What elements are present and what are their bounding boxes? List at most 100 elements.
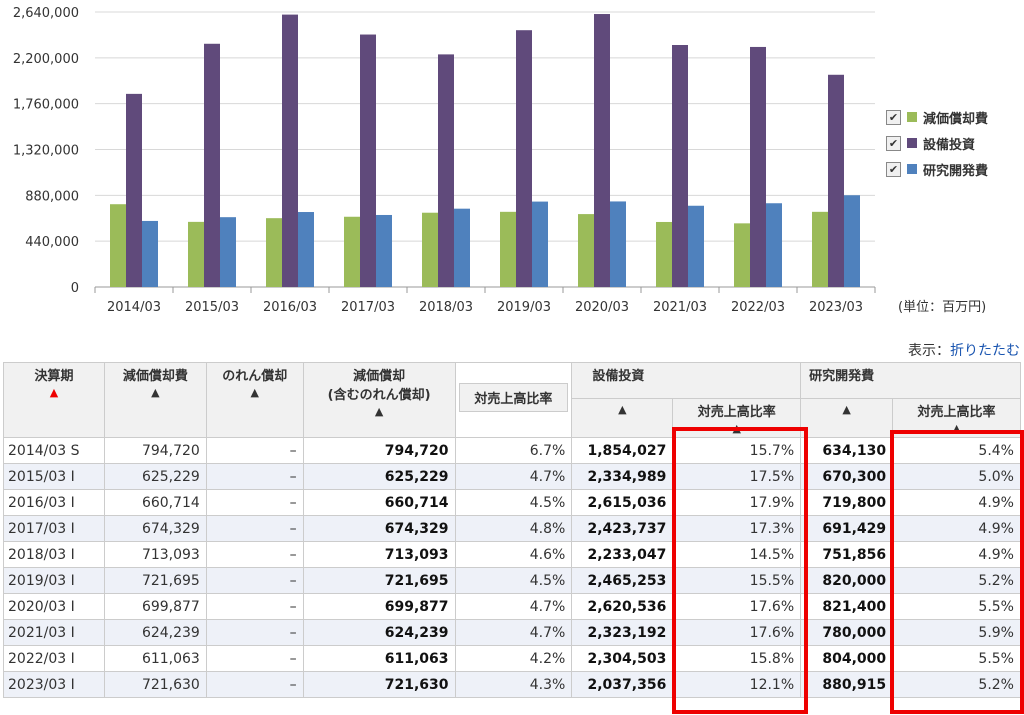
cell-goodwill: – bbox=[205, 619, 304, 646]
checkbox-icon[interactable]: ✔ bbox=[886, 135, 901, 151]
bar-depreciation bbox=[734, 223, 750, 287]
cell-dep-incl: 660,714 bbox=[302, 489, 456, 516]
checkbox-icon[interactable]: ✔ bbox=[886, 161, 901, 177]
header-capex-group: 設備投資 bbox=[571, 362, 802, 399]
bar-capex bbox=[516, 30, 532, 287]
bar-depreciation bbox=[110, 204, 126, 287]
header-capex-arrow[interactable]: ▲ bbox=[571, 398, 674, 438]
cell-capex-ratio: 17.6% bbox=[672, 593, 802, 620]
cell-dep-incl: 713,093 bbox=[302, 541, 456, 568]
sort-icon[interactable]: ▲ bbox=[151, 386, 160, 399]
header-goodwill[interactable]: のれん償却 ▲ bbox=[205, 362, 304, 438]
cell-dep-incl: 625,229 bbox=[302, 463, 456, 490]
collapse-link[interactable]: 折りたたむ bbox=[950, 343, 1020, 359]
cell-goodwill: – bbox=[205, 489, 304, 516]
cell-goodwill: – bbox=[205, 671, 304, 698]
cell-rnd-ratio: 4.9% bbox=[892, 515, 1021, 542]
bar-depreciation bbox=[344, 216, 360, 287]
cell-rnd: 719,800 bbox=[800, 489, 894, 516]
table-row: 2023/03 I 721,630–721,630 4.3% 2,037,356 12.… bbox=[3, 671, 1021, 698]
sort-icon[interactable]: ▲ bbox=[842, 403, 851, 416]
sort-asc-icon[interactable]: ▲ bbox=[49, 386, 59, 399]
bar-depreciation bbox=[266, 218, 282, 287]
bar-depreciation bbox=[500, 211, 516, 287]
bar-depreciation bbox=[578, 214, 594, 287]
legend-item-rnd[interactable]: ✔ 研究開発費 bbox=[886, 156, 988, 182]
legend-item-depreciation[interactable]: ✔ 減価償却費 bbox=[886, 104, 988, 130]
cell-dep-incl: 721,695 bbox=[302, 567, 456, 594]
cell-rnd: 804,000 bbox=[800, 645, 894, 672]
cell-capex: 2,323,192 bbox=[571, 619, 674, 646]
x-tick-label: 2019/03 bbox=[497, 300, 551, 315]
cell-rnd-ratio: 5.0% bbox=[892, 463, 1021, 490]
header-period[interactable]: 決算期 ▲ bbox=[3, 362, 105, 438]
table-row: 2014/03 S 794,720–794,720 6.7% 1,854,027 15.… bbox=[3, 437, 1021, 464]
x-tick-label: 2016/03 bbox=[263, 300, 317, 315]
table-row: 2021/03 I 624,239–624,239 4.7% 2,323,192 17.… bbox=[3, 619, 1021, 646]
cell-capex-ratio: 17.5% bbox=[672, 463, 802, 490]
cell-rnd: 751,856 bbox=[800, 541, 894, 568]
header-capex[interactable]: 設備投資 bbox=[592, 369, 645, 384]
y-tick-label: 0 bbox=[71, 281, 79, 296]
cell-goodwill: – bbox=[205, 593, 304, 620]
x-tick-label: 2022/03 bbox=[731, 300, 785, 315]
cell-dep-ratio: 4.2% bbox=[454, 645, 573, 672]
cell-dep-ratio: 6.7% bbox=[454, 437, 573, 464]
dep-ratio-label: 対売上高比率 bbox=[458, 383, 569, 412]
legend-label: 減価償却費 bbox=[923, 111, 989, 127]
cell-dep-ratio: 4.7% bbox=[454, 593, 573, 620]
cell-dep: 721,630 bbox=[103, 671, 207, 698]
cell-period: 2019/03 I bbox=[3, 567, 105, 594]
cell-dep: 625,229 bbox=[103, 463, 207, 490]
bar-capex bbox=[360, 34, 376, 287]
cell-capex: 2,615,036 bbox=[571, 489, 674, 516]
checkbox-icon[interactable]: ✔ bbox=[886, 109, 901, 125]
y-tick-label: 2,200,000 bbox=[13, 52, 79, 67]
cell-dep: 674,329 bbox=[103, 515, 207, 542]
cell-period: 2017/03 I bbox=[3, 515, 105, 542]
cell-period: 2015/03 I bbox=[3, 463, 105, 490]
header-depreciation[interactable]: 減価償却費 ▲ bbox=[103, 362, 207, 438]
legend-label: 設備投資 bbox=[923, 137, 976, 153]
x-tick-label: 2023/03 bbox=[809, 300, 863, 315]
sort-icon[interactable]: ▲ bbox=[952, 422, 961, 435]
cell-period: 2023/03 I bbox=[3, 671, 105, 698]
table-row: 2015/03 I 625,229–625,229 4.7% 2,334,989 17.… bbox=[3, 463, 1021, 490]
cell-dep-incl: 624,239 bbox=[302, 619, 456, 646]
bar-rnd bbox=[688, 205, 704, 287]
cell-capex-ratio: 15.5% bbox=[672, 567, 802, 594]
y-tick-label: 2,640,000 bbox=[13, 6, 79, 21]
cell-rnd: 821,400 bbox=[800, 593, 894, 620]
bar-depreciation bbox=[656, 221, 672, 287]
cell-dep-incl: 611,063 bbox=[302, 645, 456, 672]
header-rnd[interactable]: 研究開発費 bbox=[809, 369, 875, 384]
cell-dep-ratio: 4.5% bbox=[454, 489, 573, 516]
bar-rnd bbox=[766, 203, 782, 287]
display-toggle: 表示：折りたたむ bbox=[908, 340, 1020, 360]
header-rnd-arrow[interactable]: ▲ bbox=[800, 398, 894, 438]
header-dep-incl[interactable]: 減価償却 (含むのれん償却) ▲ bbox=[302, 362, 456, 438]
bar-rnd bbox=[298, 212, 314, 287]
cell-capex: 2,304,503 bbox=[571, 645, 674, 672]
legend-swatch bbox=[907, 112, 917, 122]
bar-depreciation bbox=[188, 221, 204, 287]
cell-period: 2020/03 I bbox=[3, 593, 105, 620]
cell-period: 2022/03 I bbox=[3, 645, 105, 672]
sort-icon[interactable]: ▲ bbox=[374, 405, 384, 418]
bar-rnd bbox=[610, 201, 626, 287]
cell-rnd: 780,000 bbox=[800, 619, 894, 646]
sort-icon[interactable]: ▲ bbox=[618, 403, 627, 416]
legend-item-capex[interactable]: ✔ 設備投資 bbox=[886, 130, 988, 156]
cell-dep: 794,720 bbox=[103, 437, 207, 464]
cell-goodwill: – bbox=[205, 567, 304, 594]
bar-capex bbox=[672, 45, 688, 288]
cell-dep-incl: 674,329 bbox=[302, 515, 456, 542]
header-dep-ratio: 対売上高比率 bbox=[454, 362, 573, 438]
table-row: 2020/03 I 699,877–699,877 4.7% 2,620,536 17.… bbox=[3, 593, 1021, 620]
sort-icon[interactable]: ▲ bbox=[250, 386, 259, 399]
cell-rnd: 820,000 bbox=[800, 567, 894, 594]
cell-goodwill: – bbox=[205, 437, 304, 464]
cell-capex: 1,854,027 bbox=[571, 437, 674, 464]
table-row: 2019/03 I 721,695–721,695 4.5% 2,465,253 15.… bbox=[3, 567, 1021, 594]
bar-depreciation bbox=[812, 211, 828, 287]
